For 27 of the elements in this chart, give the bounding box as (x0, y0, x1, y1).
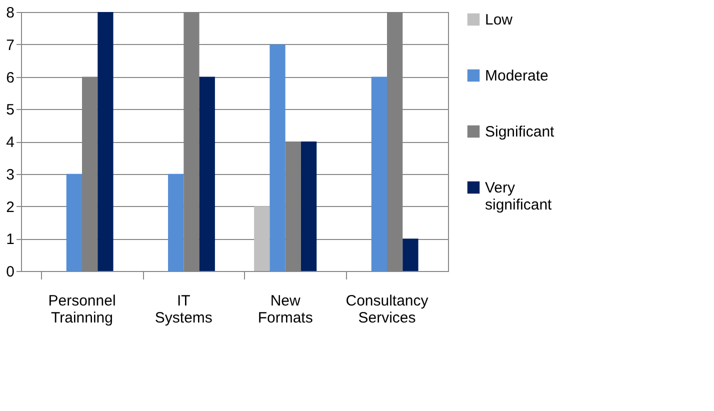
bar (98, 12, 114, 271)
y-tick-label: 4 (6, 134, 14, 151)
x-tick-label: New Formats (258, 292, 313, 326)
bar (285, 142, 301, 271)
y-tick-label: 1 (6, 231, 14, 248)
y-tick-label: 3 (6, 166, 14, 184)
x-tick-label: IT Systems (154, 292, 212, 326)
bar (402, 238, 418, 271)
legend-label: Low (485, 12, 513, 28)
x-tick-label: Personnel Trainning (48, 292, 116, 326)
y-tick-label: 2 (6, 198, 14, 216)
legend-label: Significant (485, 124, 556, 140)
legend-label: Moderate (485, 68, 548, 84)
bar (371, 76, 387, 271)
bar (199, 76, 215, 271)
legend-label: Very significant (485, 180, 553, 214)
y-tick-label: 0 (6, 264, 14, 280)
bar (66, 174, 82, 271)
x-tick-label: Consultancy Services (346, 292, 429, 326)
bar (300, 142, 317, 271)
y-tick-label: 8 (6, 4, 14, 22)
y-tick-label: 6 (6, 69, 14, 86)
bar (254, 206, 270, 271)
y-tick-label: 5 (6, 102, 14, 119)
y-tick-label: 7 (6, 36, 14, 54)
bar (168, 174, 184, 271)
bar (270, 44, 286, 271)
